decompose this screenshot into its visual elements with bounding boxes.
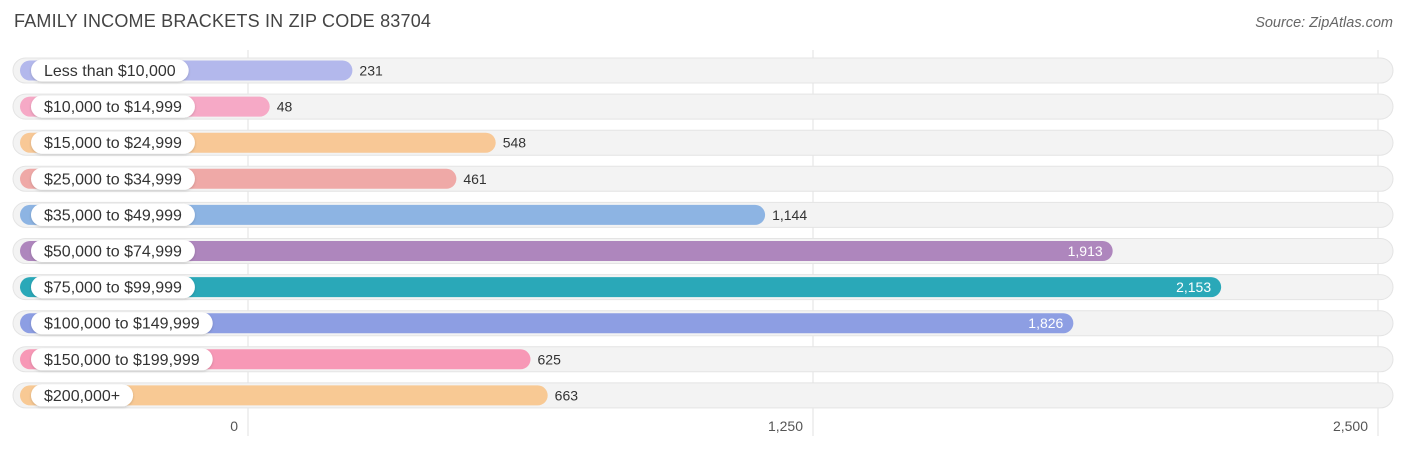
value-label: 1,826	[1028, 315, 1063, 331]
value-label: 548	[503, 135, 527, 151]
bar-rows: Less than $10,000 231 $10,000 to $14,999 48…	[12, 57, 1394, 409]
category-label: $50,000 to $74,999	[44, 244, 182, 261]
value-label: 1,913	[1068, 243, 1103, 259]
bar	[20, 241, 1113, 261]
category-pill	[31, 203, 195, 226]
category-pill	[31, 348, 213, 371]
value-label: 461	[463, 171, 487, 187]
category-label: $75,000 to $99,999	[44, 280, 182, 297]
value-label: 48	[277, 99, 293, 115]
bar-row: $200,000+ 663	[12, 382, 1394, 409]
chart-title: FAMILY INCOME BRACKETS IN ZIP CODE 83704	[14, 11, 432, 31]
bar-row: $35,000 to $49,999 1,144	[12, 201, 1394, 228]
bar-row: $50,000 to $74,999 1,913	[12, 238, 1394, 264]
category-label: $100,000 to $149,999	[44, 316, 200, 333]
x-tick-label: 1,250	[768, 418, 803, 434]
bar-row: $150,000 to $199,999 625	[12, 346, 1394, 373]
x-axis-ticks: 0 1,250 2,500	[230, 418, 1368, 434]
bar-row: $100,000 to $149,999 1,826	[12, 310, 1394, 337]
bar-row: $25,000 to $34,999 461	[12, 165, 1394, 192]
category-pill	[31, 131, 195, 154]
value-label: 1,144	[772, 207, 807, 223]
category-label: $15,000 to $24,999	[44, 135, 182, 152]
category-label: $25,000 to $34,999	[44, 171, 182, 188]
category-pill	[31, 384, 134, 407]
bar-track	[12, 93, 1394, 120]
source-credit: Source: ZipAtlas.com	[1255, 15, 1393, 31]
category-pill	[31, 312, 213, 335]
bar-row: $10,000 to $14,999 48	[12, 93, 1394, 120]
category-label: $35,000 to $49,999	[44, 207, 182, 224]
category-label: $200,000+	[44, 388, 120, 405]
bar	[20, 277, 1222, 298]
bar	[20, 313, 1074, 334]
bar-track	[12, 57, 1394, 84]
category-label: $10,000 to $14,999	[44, 99, 182, 116]
bar	[20, 204, 766, 225]
category-label: $150,000 to $199,999	[44, 352, 200, 369]
x-tick-label: 0	[230, 418, 238, 434]
value-label: 231	[359, 63, 383, 79]
category-pill	[31, 276, 195, 299]
category-pill	[31, 167, 195, 190]
category-label: Less than $10,000	[44, 63, 176, 80]
value-label: 625	[538, 351, 562, 367]
value-label: 2,153	[1176, 279, 1211, 295]
bar-row: Less than $10,000 231	[12, 57, 1394, 84]
bar-row: $75,000 to $99,999 2,153	[12, 274, 1394, 301]
category-pill	[31, 59, 189, 82]
bar-row: $15,000 to $24,999 548	[12, 129, 1394, 156]
category-pill	[31, 240, 195, 262]
x-tick-label: 2,500	[1333, 418, 1368, 434]
value-label: 663	[555, 387, 579, 403]
bar	[20, 385, 548, 406]
category-pill	[31, 95, 195, 118]
